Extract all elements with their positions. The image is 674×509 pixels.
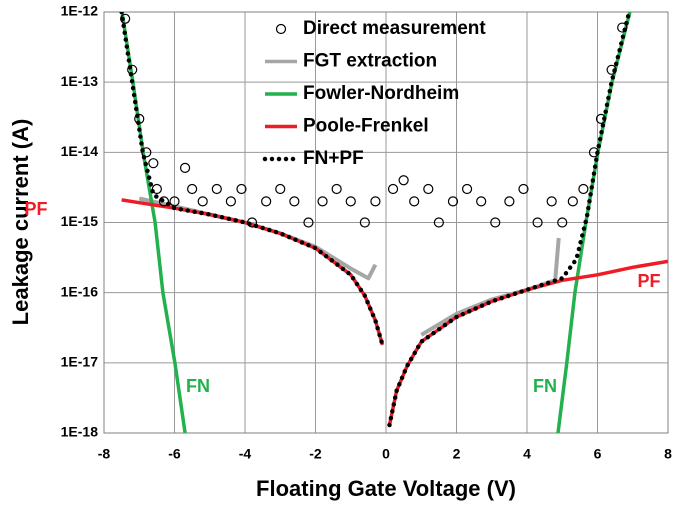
y-tick-label: 1E-13	[61, 73, 99, 89]
data-point	[490, 217, 501, 228]
data-point	[303, 217, 314, 228]
y-tick-label: 1E-12	[61, 3, 99, 19]
x-tick-label: -4	[239, 446, 252, 462]
x-tick-label: -6	[168, 446, 181, 462]
data-point	[345, 196, 356, 207]
data-point	[476, 196, 487, 207]
data-point	[518, 183, 529, 195]
data-point	[275, 183, 286, 195]
data-point	[461, 183, 473, 195]
data-point	[532, 217, 543, 228]
data-point	[433, 217, 444, 228]
data-point	[179, 162, 191, 173]
data-point	[169, 196, 180, 207]
x-tick-label: -8	[98, 446, 111, 462]
data-point	[359, 217, 370, 228]
data-point	[398, 175, 409, 186]
data-point	[595, 113, 607, 124]
data-point	[606, 64, 617, 75]
y-tick-label: 1E-14	[61, 143, 99, 159]
data-point	[158, 196, 170, 207]
annotation: FN	[533, 376, 557, 396]
y-tick-label: 1E-17	[61, 354, 99, 370]
annotation: PF	[24, 199, 47, 219]
x-tick-label: 0	[382, 446, 390, 462]
data-point	[504, 196, 515, 207]
dotted-line	[119, 12, 632, 428]
data-point	[331, 183, 342, 195]
data-point	[151, 183, 162, 195]
data-point	[261, 196, 272, 207]
plot-frame	[103, 11, 669, 434]
legend-label: FN+PF	[303, 148, 364, 169]
legend-marker	[275, 23, 287, 35]
data-point	[387, 183, 399, 195]
x-tick-label: 4	[523, 446, 531, 462]
data-point	[567, 196, 578, 207]
data-point	[289, 196, 300, 207]
data-point	[317, 196, 328, 207]
x-tick-label: 6	[594, 446, 602, 462]
data-point	[236, 183, 247, 195]
data-point	[557, 217, 568, 228]
data-point	[370, 196, 381, 207]
data-point	[211, 183, 222, 195]
x-tick-label: -2	[309, 446, 322, 462]
y-tick-label: 1E-18	[61, 424, 99, 440]
x-axis-label: Floating Gate Voltage (V)	[256, 476, 516, 501]
data-point	[187, 183, 198, 195]
data-point	[134, 113, 145, 124]
y-tick-label: 1E-16	[61, 283, 99, 299]
data-point	[197, 196, 208, 207]
legend-label: Poole-Frenkel	[303, 116, 429, 137]
data-point	[578, 183, 589, 195]
data-point	[225, 196, 236, 207]
legend-label: Fowler-Nordheim	[303, 83, 459, 104]
data-point	[423, 183, 434, 195]
data-point	[141, 147, 152, 158]
annotation: PF	[637, 271, 660, 291]
data-point	[447, 196, 459, 207]
data-point	[120, 13, 131, 24]
data-point	[127, 64, 138, 75]
legend-label: Direct measurement	[303, 18, 486, 39]
y-tick-label: 1E-15	[61, 213, 99, 229]
data-point	[246, 217, 258, 228]
data-point	[546, 196, 557, 207]
annotation: FN	[186, 376, 210, 396]
legend-label: FGT extraction	[303, 51, 437, 72]
x-tick-label: 2	[453, 446, 461, 462]
y-axis-label: Leakage current (A)	[8, 119, 33, 326]
data-point	[617, 22, 628, 33]
data-point	[148, 158, 159, 169]
x-tick-label: 8	[664, 446, 672, 462]
data-point	[588, 147, 600, 158]
line	[138, 196, 561, 337]
data-point	[409, 196, 420, 207]
